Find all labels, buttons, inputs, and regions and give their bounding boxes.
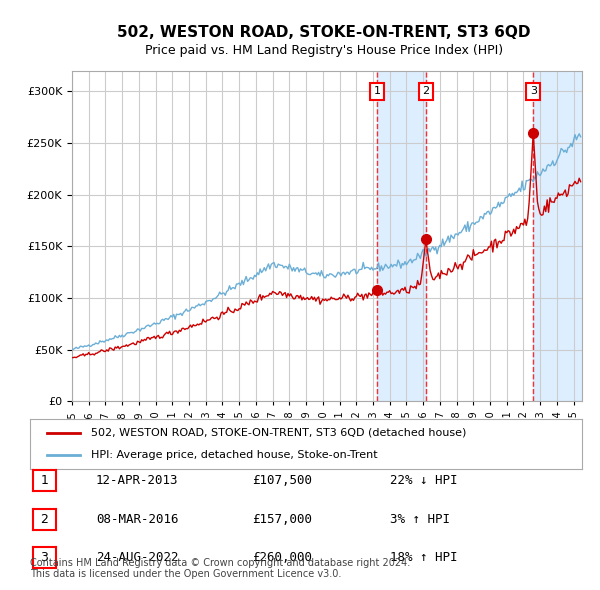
Text: 1: 1 [40, 474, 49, 487]
Text: HPI: Average price, detached house, Stoke-on-Trent: HPI: Average price, detached house, Stok… [91, 450, 377, 460]
Text: Contains HM Land Registry data © Crown copyright and database right 2024.
This d: Contains HM Land Registry data © Crown c… [30, 558, 410, 579]
Text: 08-MAR-2016: 08-MAR-2016 [96, 513, 179, 526]
Text: 3: 3 [530, 87, 537, 96]
Text: 1: 1 [374, 87, 380, 96]
Text: 3: 3 [40, 551, 49, 564]
Text: 2: 2 [422, 87, 430, 96]
Text: 2: 2 [40, 513, 49, 526]
Bar [377, 71, 426, 401]
Bar [533, 71, 582, 401]
Text: 12-APR-2013: 12-APR-2013 [96, 474, 179, 487]
Text: £107,500: £107,500 [252, 474, 312, 487]
Text: 502, WESTON ROAD, STOKE-ON-TRENT, ST3 6QD: 502, WESTON ROAD, STOKE-ON-TRENT, ST3 6Q… [117, 25, 531, 40]
Text: £157,000: £157,000 [252, 513, 312, 526]
Text: Price paid vs. HM Land Registry's House Price Index (HPI): Price paid vs. HM Land Registry's House … [145, 44, 503, 57]
Text: £260,000: £260,000 [252, 551, 312, 564]
Text: 22% ↓ HPI: 22% ↓ HPI [390, 474, 458, 487]
Text: 3% ↑ HPI: 3% ↑ HPI [390, 513, 450, 526]
Text: 502, WESTON ROAD, STOKE-ON-TRENT, ST3 6QD (detached house): 502, WESTON ROAD, STOKE-ON-TRENT, ST3 6Q… [91, 428, 466, 438]
Text: 18% ↑ HPI: 18% ↑ HPI [390, 551, 458, 564]
Text: 24-AUG-2022: 24-AUG-2022 [96, 551, 179, 564]
